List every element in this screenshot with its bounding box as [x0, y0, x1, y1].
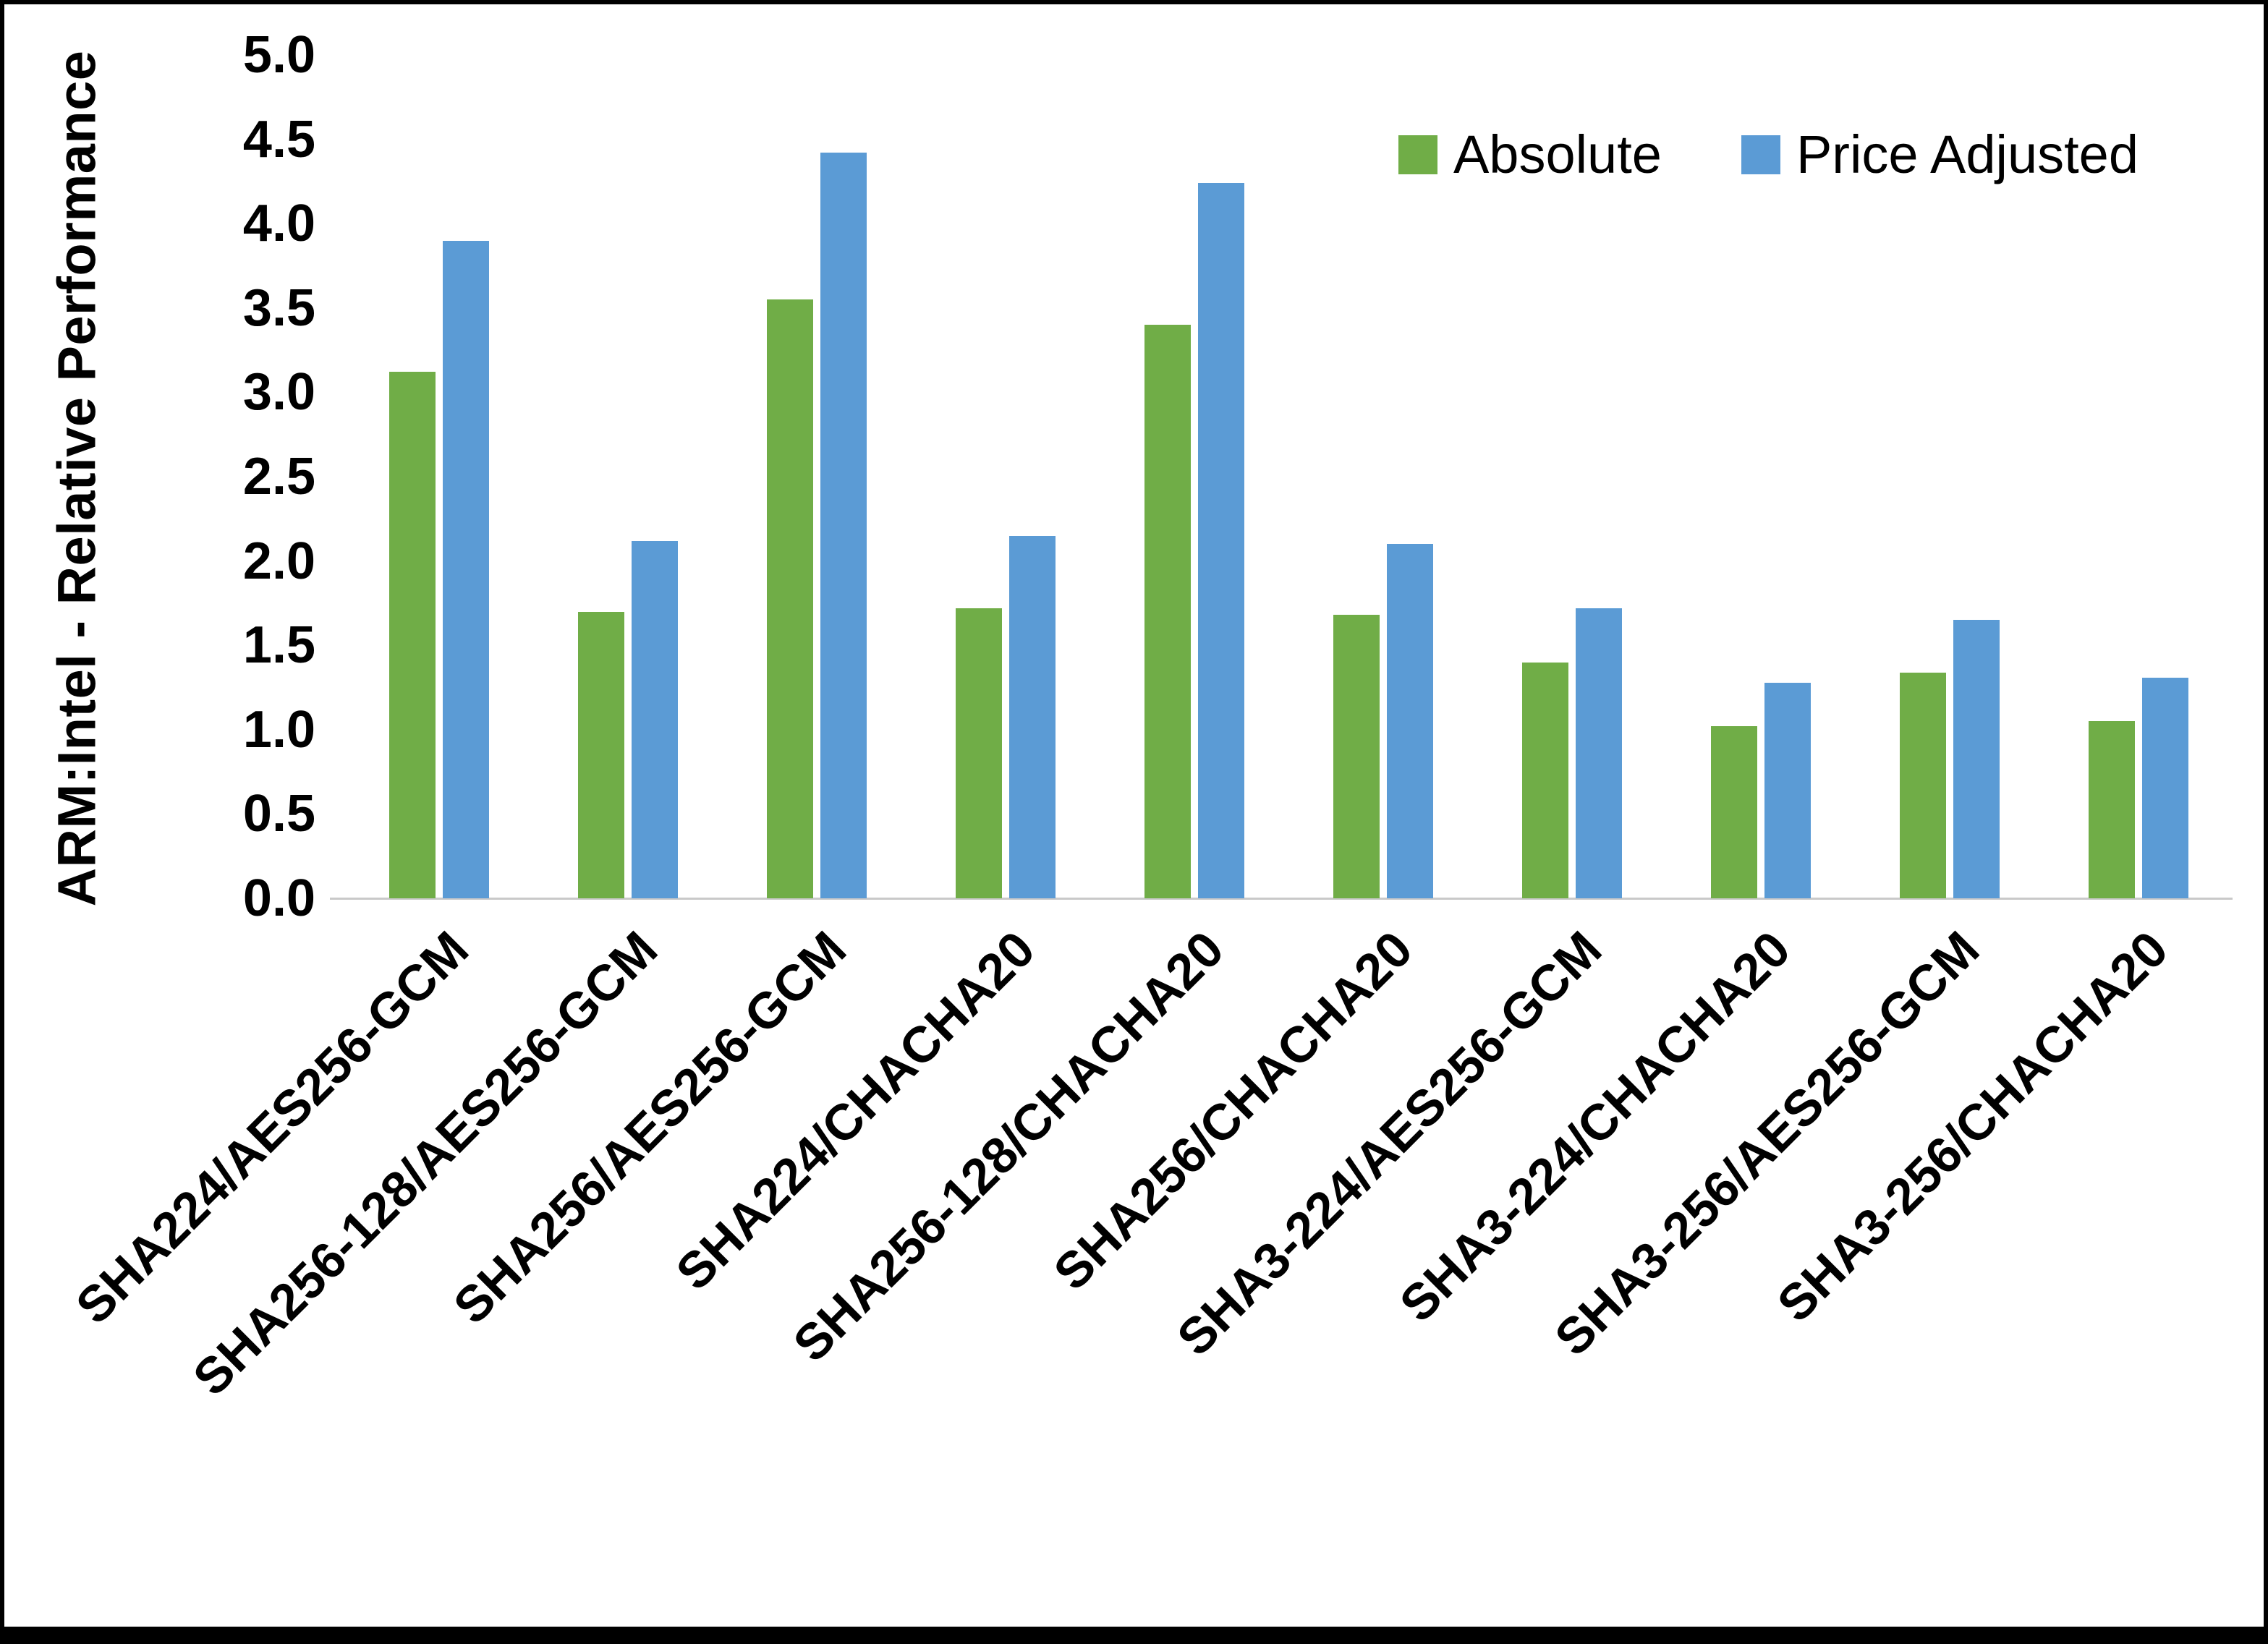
x-axis-labels: SHA224/AES256-GCM SHA256-128/AES256-GCM SH… — [65, 910, 2233, 1597]
x-axis-category-label: SHA224/AES256-GCM — [65, 920, 480, 1335]
bar-price-adjusted — [1575, 608, 1622, 898]
y-tick-label: 2.0 — [242, 532, 315, 590]
y-tick-label: 0.0 — [242, 869, 315, 927]
bar-absolute — [2088, 721, 2135, 898]
bar-group — [344, 55, 533, 898]
bar-price-adjusted — [1764, 682, 1811, 898]
y-tick-label: 2.5 — [242, 448, 315, 506]
y-tick-label: 4.0 — [242, 195, 315, 253]
legend-item-price-adjusted: Price Adjusted — [1741, 124, 2139, 185]
bar-absolute — [1521, 662, 1568, 898]
y-tick-label: 0.5 — [242, 785, 315, 843]
y-tick-label: 3.0 — [242, 363, 315, 422]
y-tick-label: 1.5 — [242, 616, 315, 675]
legend-item-absolute: Absolute — [1398, 124, 1662, 185]
bar-absolute — [1333, 615, 1380, 898]
x-axis-category-label: SHA3-256/CHACHA20 — [1766, 920, 2179, 1333]
bar-absolute — [955, 608, 1002, 898]
x-axis-line — [330, 898, 2233, 900]
x-axis-category-label: SHA256/CHACHA20 — [1042, 920, 1424, 1301]
plot-area: Absolute Price Adjusted — [330, 55, 2233, 900]
bar-price-adjusted — [1386, 544, 1433, 898]
bar-group — [1100, 55, 1288, 898]
x-axis-category-label: SHA224/CHACHA20 — [665, 920, 1046, 1301]
bar-groups — [344, 55, 2233, 898]
bar-absolute — [1144, 325, 1191, 898]
bar-absolute — [766, 299, 813, 898]
bar-price-adjusted — [1197, 183, 1244, 898]
bar-price-adjusted — [1008, 535, 1056, 898]
bar-group — [1288, 55, 1477, 898]
legend-label-price-adjusted: Price Adjusted — [1796, 124, 2139, 184]
bar-group — [2044, 55, 2233, 898]
legend-swatch-price-adjusted — [1741, 135, 1780, 174]
bar-price-adjusted — [820, 153, 867, 898]
bar-price-adjusted — [1953, 620, 2000, 898]
bar-group — [1666, 55, 1855, 898]
bar-absolute — [388, 372, 436, 898]
legend-swatch-absolute — [1398, 135, 1437, 174]
bar-price-adjusted — [2141, 677, 2188, 898]
bar-price-adjusted — [442, 240, 489, 898]
bar-absolute — [577, 611, 624, 898]
y-axis-title-text: ARM:Intel - Relative Performance — [46, 50, 107, 906]
bar-group — [533, 55, 722, 898]
y-tick-label: 5.0 — [242, 26, 315, 84]
bar-absolute — [1710, 726, 1757, 898]
x-axis-category-label: SHA256/AES256-GCM — [443, 920, 857, 1335]
bar-group — [911, 55, 1100, 898]
bar-group — [1855, 55, 2044, 898]
bar-absolute — [1899, 672, 1946, 898]
y-tick-label: 3.5 — [242, 278, 315, 337]
bar-price-adjusted — [631, 540, 678, 898]
bar-group — [722, 55, 911, 898]
bar-group — [1477, 55, 1666, 898]
y-axis-title: ARM:Intel - Relative Performance — [33, 50, 120, 906]
y-tick-label: 4.5 — [242, 110, 315, 169]
x-axis-category-label: SHA3-224/CHACHA20 — [1388, 920, 1801, 1333]
legend-label-absolute: Absolute — [1453, 124, 1662, 184]
y-tick-label: 1.0 — [242, 700, 315, 759]
y-axis-ticks: 0.0 0.5 1.0 1.5 2.0 2.5 3.0 3.5 4.0 4.5 5.0 — [120, 29, 330, 924]
legend: Absolute Price Adjusted — [1398, 124, 2139, 185]
